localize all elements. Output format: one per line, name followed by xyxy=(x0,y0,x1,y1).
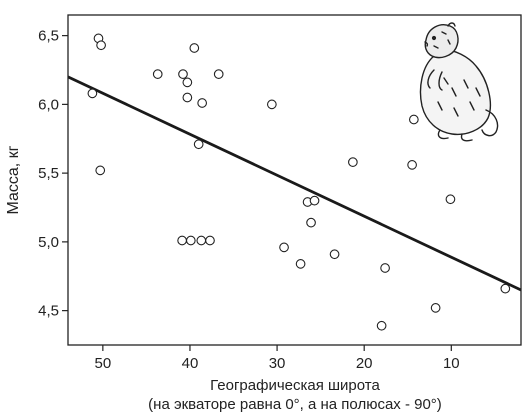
y-tick-label: 5,5 xyxy=(38,165,59,182)
data-point xyxy=(329,249,340,260)
marmot-illustration xyxy=(419,22,499,142)
data-point xyxy=(407,160,417,170)
data-point xyxy=(152,69,163,79)
data-point xyxy=(295,259,306,269)
x-tick-label: 20 xyxy=(356,355,373,372)
data-point xyxy=(196,235,207,246)
data-point xyxy=(185,235,196,246)
x-tick-label: 30 xyxy=(269,355,286,372)
data-point xyxy=(306,217,316,228)
data-point xyxy=(193,139,204,150)
data-point xyxy=(189,43,200,53)
y-tick-label: 6,0 xyxy=(38,96,59,113)
trend-line-group xyxy=(67,75,522,292)
data-point xyxy=(408,114,419,125)
data-point xyxy=(376,320,387,331)
x-tick-label: 10 xyxy=(443,355,460,372)
y-tick-label: 5,0 xyxy=(38,234,59,251)
data-point xyxy=(430,303,441,313)
data-point xyxy=(445,194,456,205)
x-tick-label: 50 xyxy=(95,355,112,372)
axis-ticks: 4,5 5,0 5,5 6,0 6,5 50 40 30 20 10 xyxy=(38,28,460,372)
trend-line xyxy=(67,75,522,292)
y-tick-label: 6,5 xyxy=(38,28,59,45)
data-point xyxy=(267,99,277,110)
data-point xyxy=(500,283,511,294)
data-point xyxy=(205,235,215,246)
data-point xyxy=(380,263,390,273)
data-point xyxy=(182,92,193,103)
plot-frame xyxy=(67,14,522,346)
data-point xyxy=(96,40,106,51)
data-points xyxy=(87,33,511,331)
x-tick-label: 40 xyxy=(182,355,199,372)
data-point xyxy=(197,98,208,108)
y-tick-label: 4,5 xyxy=(38,303,59,320)
data-point xyxy=(309,195,320,206)
data-point xyxy=(348,157,358,167)
x-axis-subtitle: (на экваторе равна 0°, а на полюсах - 90… xyxy=(148,396,442,413)
x-axis-title: Географическая широта xyxy=(210,377,380,394)
data-point xyxy=(279,242,289,253)
data-point xyxy=(177,235,187,246)
data-point xyxy=(95,165,106,176)
y-axis-title: Масса, кг xyxy=(5,145,22,214)
data-point xyxy=(182,77,193,88)
data-point xyxy=(178,69,188,79)
data-point xyxy=(87,88,98,99)
data-point xyxy=(213,69,224,79)
